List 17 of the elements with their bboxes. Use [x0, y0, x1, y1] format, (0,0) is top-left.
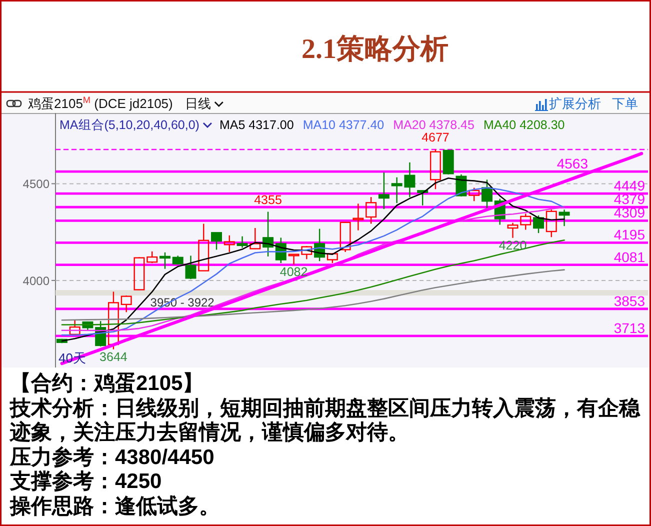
annotation: 3644 — [100, 350, 128, 364]
subtitle: 鸡蛋2105$^{M}$ (DCE jd2105) — [28, 95, 173, 111]
annotation: 扩展分析 — [549, 96, 601, 111]
annotation: 4677 — [422, 130, 450, 144]
annotation: 支撑参考：4250 — [10, 470, 163, 494]
annotation: 【合约：鸡蛋2105】 — [10, 372, 205, 396]
ytick-label: 4500 — [22, 177, 50, 192]
annotation: 压力参考：4380/4450 — [10, 446, 216, 470]
annotation: 操作思路：逢低试多。 — [10, 494, 221, 519]
annotation: 技术分析：日线级别，短期回抽前期盘整区间压力转入震荡，有企稳迹象，关注压力去留情况，谨慎偏多对待。 — [10, 396, 642, 446]
annotation: 4355 — [254, 192, 282, 207]
ytick-label: 4000 — [22, 274, 50, 288]
annotation: 下单 — [612, 96, 638, 111]
annotation: 日线 — [184, 96, 211, 111]
legend-title: MA组合(5,10,20,40,60,0) — [60, 118, 200, 132]
annotation: 4082 — [280, 265, 308, 280]
title: 2.1策略分析 — [302, 34, 448, 65]
